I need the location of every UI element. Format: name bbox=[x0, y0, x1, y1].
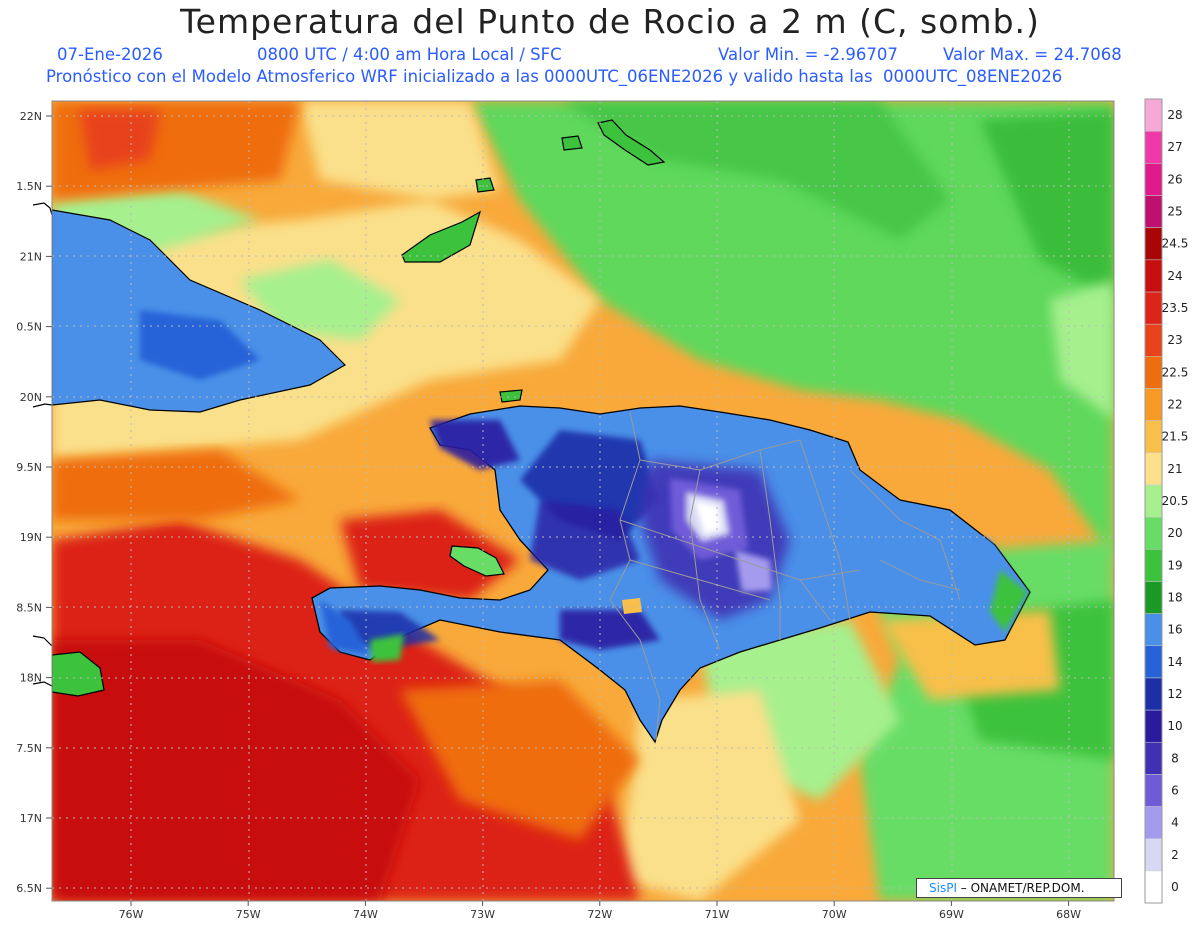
colorbar-swatch bbox=[1144, 613, 1163, 646]
credit-text: – ONAMET/REP.DOM. bbox=[956, 881, 1085, 895]
lat-tick-label: 18N bbox=[20, 672, 42, 685]
colorbar-swatch bbox=[1144, 774, 1163, 807]
lon-tick-label: 74W bbox=[353, 908, 378, 921]
colorbar-label: 21.5 bbox=[1162, 430, 1189, 444]
colorbar-swatch bbox=[1144, 870, 1163, 904]
lat-tick-label: 1.5N bbox=[16, 180, 42, 193]
colorbar-label: 22.5 bbox=[1162, 365, 1189, 379]
colorbar-swatch bbox=[1144, 581, 1163, 614]
coordinate-grid bbox=[52, 101, 1114, 901]
colorbar-swatch bbox=[1144, 452, 1163, 486]
colorbar-label: 2 bbox=[1171, 848, 1179, 862]
colorbar-swatch bbox=[1144, 645, 1163, 679]
lon-tick-label: 75W bbox=[236, 908, 261, 921]
colorbar-label: 14 bbox=[1167, 655, 1182, 669]
colorbar-swatch bbox=[1144, 838, 1163, 872]
lon-tick-label: 68W bbox=[1056, 908, 1081, 921]
map-frame bbox=[51, 100, 1115, 902]
colorbar-label: 19 bbox=[1167, 558, 1182, 572]
colorbar-label: 28 bbox=[1167, 108, 1182, 122]
colorbar-swatch bbox=[1144, 130, 1163, 164]
colorbar-label: 23 bbox=[1167, 333, 1182, 347]
sispi-logo: SisPI bbox=[929, 881, 957, 895]
colorbar-label: 25 bbox=[1167, 205, 1182, 219]
lon-tick-label: 70W bbox=[822, 908, 847, 921]
latitude-ticks: 22N 1.5N 21N 0.5N 20N 9.5N 19N 8.5N 18N 7.5N 17N 6.… bbox=[16, 110, 52, 895]
lat-tick-label: 6.5N bbox=[16, 882, 42, 895]
min-value: Valor Min. = -2.96707 bbox=[718, 45, 898, 64]
colorbar-label: 0 bbox=[1171, 880, 1179, 894]
lat-tick-label: 9.5N bbox=[16, 461, 42, 474]
colorbar-label: 6 bbox=[1171, 783, 1179, 797]
lat-tick-label: 20N bbox=[20, 391, 42, 404]
colorbar-label: 4 bbox=[1171, 816, 1179, 830]
map-title: Temperatura del Punto de Rocio a 2 m (C,… bbox=[180, 2, 1040, 41]
lat-tick-label: 8.5N bbox=[16, 601, 42, 614]
lon-tick-label: 71W bbox=[705, 908, 730, 921]
colorbar-label: 24 bbox=[1167, 269, 1182, 283]
lon-tick-label: 72W bbox=[587, 908, 612, 921]
lat-tick-label: 21N bbox=[20, 250, 42, 263]
colorbar-swatch bbox=[1144, 388, 1163, 421]
colorbar-swatch bbox=[1144, 484, 1163, 518]
colorbar-label: 26 bbox=[1167, 172, 1182, 186]
lat-tick-label: 22N bbox=[20, 110, 42, 123]
colorbar-swatch bbox=[1144, 259, 1163, 293]
colorbar-label: 27 bbox=[1167, 140, 1182, 154]
lat-tick-label: 7.5N bbox=[16, 742, 42, 755]
colorbar-label: 8 bbox=[1171, 751, 1179, 765]
colorbar-swatch bbox=[1144, 806, 1163, 839]
colorbar-label: 24.5 bbox=[1162, 237, 1189, 251]
colorbar-swatch bbox=[1144, 741, 1163, 775]
lat-tick-label: 17N bbox=[20, 812, 42, 825]
colorbar-label: 18 bbox=[1167, 590, 1182, 604]
colorbar-label: 16 bbox=[1167, 623, 1182, 637]
colorbar-swatch bbox=[1144, 677, 1163, 711]
lat-tick-label: 0.5N bbox=[16, 321, 42, 334]
colorbar-label: 23.5 bbox=[1162, 301, 1189, 315]
model-info: Pronóstico con el Modelo Atmosferico WRF… bbox=[46, 67, 1063, 86]
forecast-date: 07-Ene-2026 bbox=[57, 45, 163, 64]
colorbar-swatch bbox=[1144, 291, 1163, 325]
colorbar-swatch bbox=[1144, 420, 1163, 454]
max-value: Valor Max. = 24.7068 bbox=[943, 45, 1122, 64]
colorbar-label: 22 bbox=[1167, 398, 1182, 412]
dewpoint-field bbox=[52, 101, 1114, 901]
colorbar-swatch bbox=[1144, 709, 1163, 743]
forecast-time: 0800 UTC / 4:00 am Hora Local / SFC bbox=[257, 45, 562, 64]
colorbar-swatch bbox=[1144, 356, 1163, 389]
credit-box: SisPI – ONAMET/REP.DOM. bbox=[916, 878, 1122, 898]
colorbar-frame bbox=[1144, 98, 1163, 904]
lat-tick-label: 19N bbox=[20, 531, 42, 544]
colorbar-swatch bbox=[1144, 195, 1163, 228]
lon-tick-label: 76W bbox=[119, 908, 144, 921]
lon-tick-label: 73W bbox=[470, 908, 495, 921]
colorbar-label: 20 bbox=[1167, 526, 1182, 540]
lon-tick-label: 69W bbox=[939, 908, 964, 921]
colorbar-swatch bbox=[1144, 548, 1163, 582]
colorbar-label: 10 bbox=[1167, 719, 1182, 733]
colorbar-label: 12 bbox=[1167, 687, 1182, 701]
colorbar-label: 20.5 bbox=[1162, 494, 1189, 508]
longitude-ticks: 76W 75W 74W 73W 72W 71W 70W 69W 68W bbox=[119, 901, 1081, 921]
colorbar-swatch bbox=[1144, 227, 1163, 261]
colorbar-swatch bbox=[1144, 323, 1163, 357]
province-boundaries bbox=[609, 411, 961, 741]
colorbar-label: 21 bbox=[1167, 462, 1182, 476]
colorbar-swatch bbox=[1144, 98, 1163, 132]
colorbar: 024681012141618192020.52121.52222.52323.… bbox=[1144, 98, 1189, 904]
colorbar-swatch bbox=[1144, 516, 1163, 550]
colorbar-swatch bbox=[1144, 163, 1163, 196]
